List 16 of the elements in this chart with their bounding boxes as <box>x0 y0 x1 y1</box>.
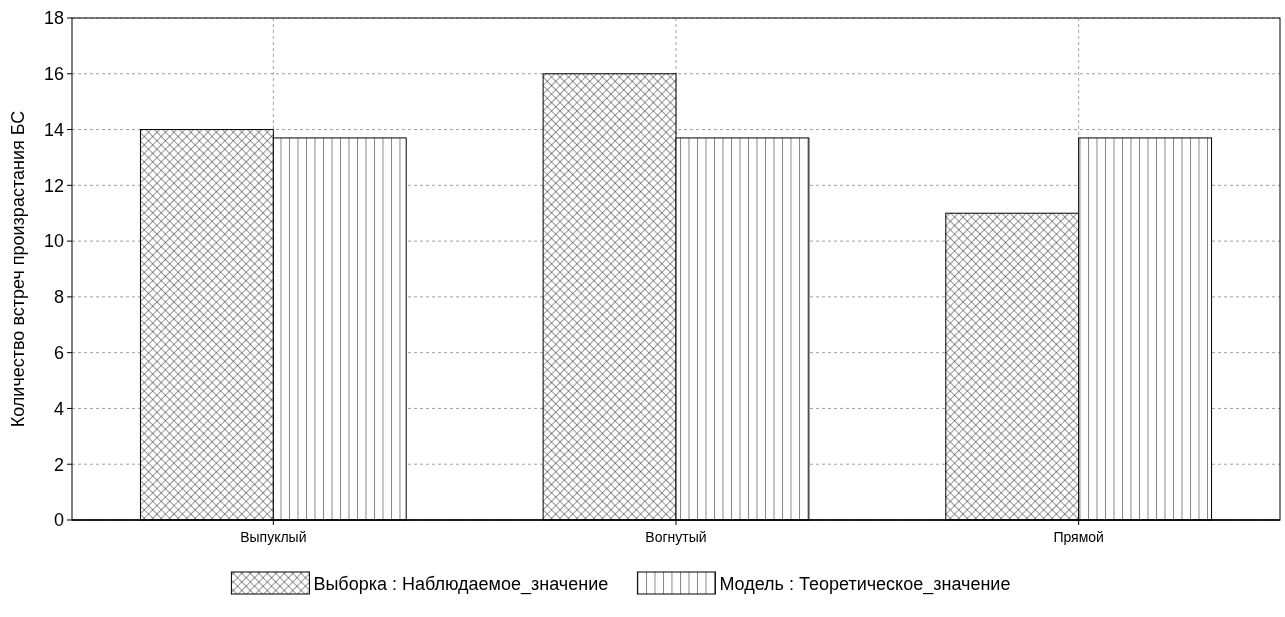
y-tick-label: 18 <box>43 8 64 29</box>
y-tick-label: 2 <box>53 454 64 475</box>
y-tick-label: 4 <box>53 398 64 419</box>
y-tick-label: 10 <box>43 231 64 252</box>
legend-label: Выборка : Наблюдаемое_значение <box>313 574 609 595</box>
x-tick-label: Прямой <box>1053 529 1104 545</box>
y-tick-label: 12 <box>43 175 64 196</box>
y-tick-label: 16 <box>43 64 64 85</box>
y-tick-label: 14 <box>43 119 64 140</box>
y-axis-title: Количество встреч произрастания БС <box>8 110 28 428</box>
x-tick-label: Вогнутый <box>645 529 707 545</box>
x-tick-label: Выпуклый <box>240 529 307 545</box>
legend-label: Модель : Теоретическое_значение <box>719 574 1011 595</box>
y-tick-label: 0 <box>53 510 64 531</box>
y-tick-label: 6 <box>53 342 64 363</box>
y-tick-label: 8 <box>53 287 64 308</box>
